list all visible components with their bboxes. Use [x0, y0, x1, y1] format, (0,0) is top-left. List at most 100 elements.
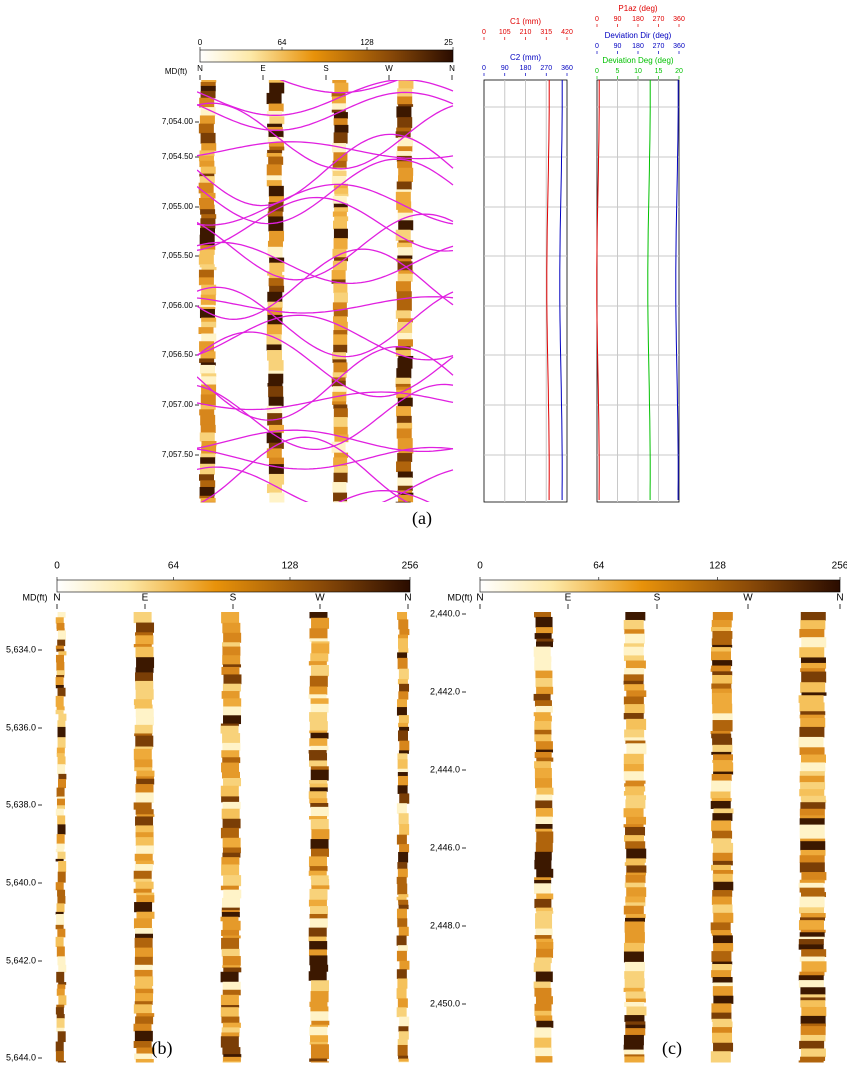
image-band — [398, 851, 409, 863]
image-band — [198, 197, 214, 206]
image-band — [136, 778, 155, 785]
image-band — [711, 1027, 732, 1034]
image-band — [266, 432, 282, 444]
image-band — [711, 683, 732, 690]
log-curve — [546, 80, 550, 500]
image-band — [135, 646, 154, 658]
image-band — [268, 370, 284, 375]
image-band — [710, 731, 731, 735]
image-band — [800, 912, 826, 918]
image-band — [395, 229, 411, 241]
image-band — [56, 1018, 65, 1029]
image-band — [800, 841, 826, 851]
image-band — [135, 809, 154, 815]
image-band — [711, 774, 732, 782]
image-band — [199, 173, 215, 177]
image-band — [711, 838, 732, 844]
image-band — [397, 339, 413, 347]
image-strip — [55, 612, 67, 1063]
image-band — [310, 839, 329, 850]
image-band — [398, 768, 409, 773]
image-band — [711, 665, 732, 670]
image-band — [799, 862, 825, 873]
image-band — [398, 1058, 409, 1063]
image-band — [56, 648, 65, 652]
image-band — [536, 948, 554, 958]
image-band — [398, 926, 409, 937]
image-band — [536, 911, 554, 914]
image-band — [201, 284, 217, 296]
image-band — [535, 705, 553, 713]
image-band — [334, 193, 349, 197]
image-band — [331, 109, 346, 113]
depth-unit: MD(ft) — [448, 592, 473, 602]
image-band — [308, 949, 327, 956]
track-tick-label: 180 — [632, 16, 644, 23]
image-band — [311, 829, 330, 840]
image-band — [308, 791, 327, 799]
image-band — [135, 672, 154, 682]
image-band — [308, 927, 327, 938]
image-band — [800, 668, 826, 673]
image-band — [220, 994, 239, 1006]
image-band — [135, 881, 154, 890]
image-band — [398, 813, 409, 825]
image-band — [134, 746, 153, 750]
image-band — [397, 212, 413, 221]
image-band — [134, 759, 153, 768]
image-band — [267, 126, 283, 132]
image-band — [133, 612, 152, 624]
image-band — [135, 1016, 154, 1025]
image-band — [309, 913, 328, 919]
image-band — [200, 209, 216, 215]
image-band — [223, 674, 242, 685]
image-band — [333, 283, 348, 294]
sinusoid — [197, 446, 454, 470]
image-band — [135, 689, 154, 700]
image-band — [397, 638, 408, 649]
image-band — [135, 860, 154, 865]
image-band — [397, 209, 413, 214]
image-band — [266, 153, 282, 158]
image-band — [309, 888, 328, 901]
image-band — [57, 726, 66, 738]
image-band — [399, 1016, 410, 1027]
image-band — [395, 346, 411, 351]
image-band — [623, 824, 644, 828]
image-band — [395, 310, 411, 319]
track-tick-label: 0 — [595, 16, 599, 23]
log-curve — [647, 80, 651, 500]
image-band — [623, 1049, 644, 1055]
depth-label: 2,450.0 — [430, 998, 460, 1008]
image-band — [712, 813, 733, 821]
azimuth-label: E — [142, 593, 149, 604]
image-band — [713, 881, 734, 891]
image-band — [397, 477, 413, 487]
image-band — [269, 116, 285, 125]
image-band — [220, 827, 239, 839]
image-band — [799, 771, 825, 777]
colorbar-tick-label: 64 — [168, 561, 180, 572]
image-band — [399, 824, 410, 836]
image-band — [624, 729, 645, 738]
image-band — [311, 879, 330, 886]
image-band — [626, 795, 647, 800]
image-band — [534, 751, 552, 759]
track-header: P1az (deg) — [618, 4, 657, 13]
image-band — [534, 1037, 552, 1049]
image-band — [56, 798, 65, 806]
image-band — [625, 1021, 646, 1026]
image-band — [332, 195, 347, 205]
image-band — [626, 690, 647, 698]
image-band — [199, 495, 215, 499]
image-band — [309, 675, 328, 687]
image-band — [397, 471, 413, 478]
image-band — [399, 844, 410, 853]
image-band — [200, 501, 216, 503]
image-band — [201, 80, 217, 83]
image-band — [222, 646, 241, 656]
image-band — [625, 826, 646, 836]
image-band — [199, 486, 215, 497]
image-band — [397, 918, 408, 928]
image-band — [801, 799, 827, 803]
